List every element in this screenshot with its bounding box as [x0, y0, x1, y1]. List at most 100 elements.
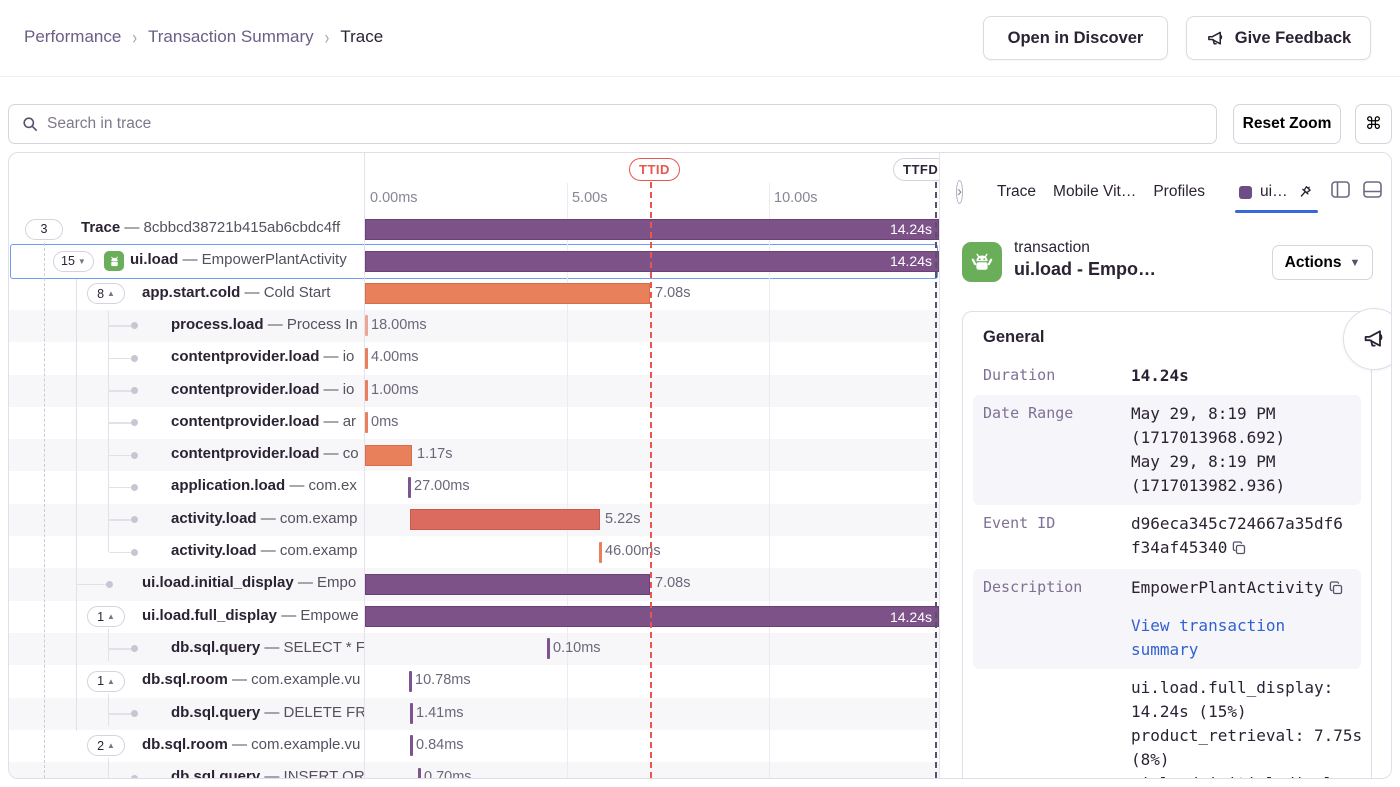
trace-tree-row[interactable]: application.load — com.ex [9, 471, 364, 503]
section-title: General [983, 328, 1355, 347]
description-label: Description [983, 576, 1131, 662]
span-tick[interactable] [410, 735, 413, 756]
trace-detail-panel: › Trace Mobile Vit… Profiles ui… [940, 153, 1391, 778]
breadcrumb-performance[interactable]: Performance [24, 27, 121, 47]
trace-tree-row[interactable]: contentprovider.load — co [9, 439, 364, 471]
span-duration-label: 5.22s [605, 511, 640, 527]
tab-ui-load-active[interactable]: ui… [1239, 171, 1314, 213]
shortcut-button[interactable]: ⌘ [1355, 104, 1392, 144]
span-bar[interactable]: 14.24s [365, 219, 939, 240]
give-feedback-button[interactable]: Give Feedback [1186, 16, 1371, 60]
view-transaction-summary-link[interactable]: View transaction summary [1131, 614, 1351, 662]
duration-row: Duration 14.24s [973, 357, 1361, 395]
span-row: 1.41ms [365, 698, 939, 730]
span-tick[interactable] [365, 412, 368, 433]
span-label: activity.load — com.examp [171, 510, 364, 527]
span-tick[interactable] [365, 315, 368, 336]
span-label: contentprovider.load — co [171, 445, 364, 462]
tab-trace[interactable]: Trace [997, 183, 1036, 201]
span-row: 46.00ms [365, 536, 939, 568]
span-bar[interactable]: 14.24s [365, 251, 939, 272]
span-count-badge[interactable]: 2▲ [87, 735, 125, 756]
trace-tree-row[interactable]: contentprovider.load — io [9, 342, 364, 374]
duration-value: 14.24s [1131, 364, 1351, 388]
span-duration-label: 46.00ms [605, 543, 661, 559]
span-dot [131, 516, 138, 523]
actions-button[interactable]: Actions ▼ [1272, 245, 1373, 280]
trace-tree-row[interactable]: 3Trace — 8cbbcd38721b415ab6cbdc4ff [9, 213, 364, 245]
search-input[interactable] [47, 115, 1203, 133]
tree-connector [109, 713, 131, 715]
axis-tick-label: 5.00s [572, 190, 607, 206]
span-count-badge[interactable]: 1▲ [87, 671, 125, 692]
trace-tree-row[interactable]: 15▼ui.load — EmpowerPlantActivity [9, 245, 364, 277]
trace-tree-row[interactable]: ui.load.initial_display — Empo [9, 568, 364, 600]
span-label: contentprovider.load — io [171, 381, 364, 398]
ttfd-marker-line [935, 182, 937, 778]
span-bar[interactable] [365, 283, 650, 304]
span-bar[interactable]: 14.24s [365, 606, 939, 627]
span-row: 4.00ms [365, 342, 939, 374]
span-bar[interactable] [410, 509, 600, 530]
span-bar[interactable] [365, 574, 650, 595]
span-count-badge[interactable]: 3 [25, 219, 63, 240]
span-tick[interactable] [410, 703, 413, 724]
trace-tree-row[interactable]: 2▲ db.sql.room — com.example.vu [9, 730, 364, 762]
span-count-badge[interactable]: 8▲ [87, 283, 125, 304]
trace-tree-row[interactable]: 1▲ ui.load.full_display — Empowe [9, 601, 364, 633]
span-row: 14.24s [365, 245, 939, 277]
date-range-label: Date Range [983, 402, 1131, 498]
trace-tree-row[interactable]: process.load — Process In [9, 310, 364, 342]
tree-chart-divider[interactable] [364, 153, 365, 778]
pin-tab-icon[interactable] [1296, 183, 1314, 201]
span-tick[interactable] [599, 542, 602, 563]
trace-tree-row[interactable]: 8▲ app.start.cold — Cold Start [9, 278, 364, 310]
copy-icon[interactable] [1232, 538, 1246, 562]
chevron-up-icon: ▲ [107, 612, 115, 621]
dock-left-icon[interactable] [1331, 181, 1350, 203]
dock-bottom-icon[interactable] [1363, 181, 1382, 203]
span-tick[interactable] [418, 768, 421, 779]
chart-panel-divider[interactable] [939, 153, 940, 778]
trace-tree-row[interactable]: db.sql.query — SELECT * F [9, 633, 364, 665]
event-id-row: Event ID d96eca345c724667a35df6f34af4534… [973, 505, 1361, 569]
trace-tree-row[interactable]: db.sql.query — INSERT OR [9, 762, 364, 779]
span-tick[interactable] [408, 477, 411, 498]
header-divider [0, 76, 1400, 77]
span-count-badge[interactable]: 1▲ [87, 606, 125, 627]
trace-tree-row[interactable]: contentprovider.load — io [9, 375, 364, 407]
span-duration-label: 4.00ms [371, 349, 419, 365]
span-tick[interactable] [547, 638, 550, 659]
date-range-row: Date Range May 29, 8:19 PM(1717013968.69… [973, 395, 1361, 505]
breadcrumb-separator: › [132, 26, 137, 48]
open-in-discover-button[interactable]: Open in Discover [983, 16, 1168, 60]
axis-tick-label: 10.00s [774, 190, 818, 206]
collapse-panel-icon[interactable]: › [956, 180, 963, 204]
span-count-badge[interactable]: 15▼ [53, 251, 94, 272]
duration-label: Duration [983, 364, 1131, 388]
trace-tree-row[interactable]: contentprovider.load — ar [9, 407, 364, 439]
trace-tree-row[interactable]: activity.load — com.examp [9, 504, 364, 536]
trace-tree-row[interactable]: 1▲db.sql.room — com.example.vu [9, 665, 364, 697]
copy-icon[interactable] [1329, 578, 1343, 602]
event-id-value: d96eca345c724667a35df6f34af45340 [1131, 512, 1351, 562]
general-section-card: General Duration 14.24s Date Range May 2… [962, 311, 1372, 779]
trace-tree-row[interactable]: db.sql.query — DELETE FR [9, 698, 364, 730]
span-bar[interactable] [365, 445, 412, 466]
breadcrumb-transaction-summary[interactable]: Transaction Summary [148, 27, 314, 47]
ttid-marker-pill[interactable]: TTID [629, 158, 680, 181]
layout-toggle-group [1331, 181, 1392, 203]
span-tick[interactable] [365, 380, 368, 401]
span-row: 0.84ms [365, 730, 939, 762]
span-duration-label: 7.08s [655, 575, 690, 591]
span-label: db.sql.room — com.example.vu [142, 736, 364, 753]
reset-zoom-button[interactable]: Reset Zoom [1233, 104, 1341, 144]
span-label: ui.load.full_display — Empowe [142, 607, 364, 624]
transaction-type-label: transaction [1014, 239, 1090, 257]
trace-tree-row[interactable]: activity.load — com.examp [9, 536, 364, 568]
tab-mobile-vitals[interactable]: Mobile Vit… [1053, 183, 1136, 201]
tab-profiles[interactable]: Profiles [1153, 183, 1205, 201]
span-tick[interactable] [409, 671, 412, 692]
span-label: app.start.cold — Cold Start [142, 284, 364, 301]
span-tick[interactable] [365, 348, 368, 369]
